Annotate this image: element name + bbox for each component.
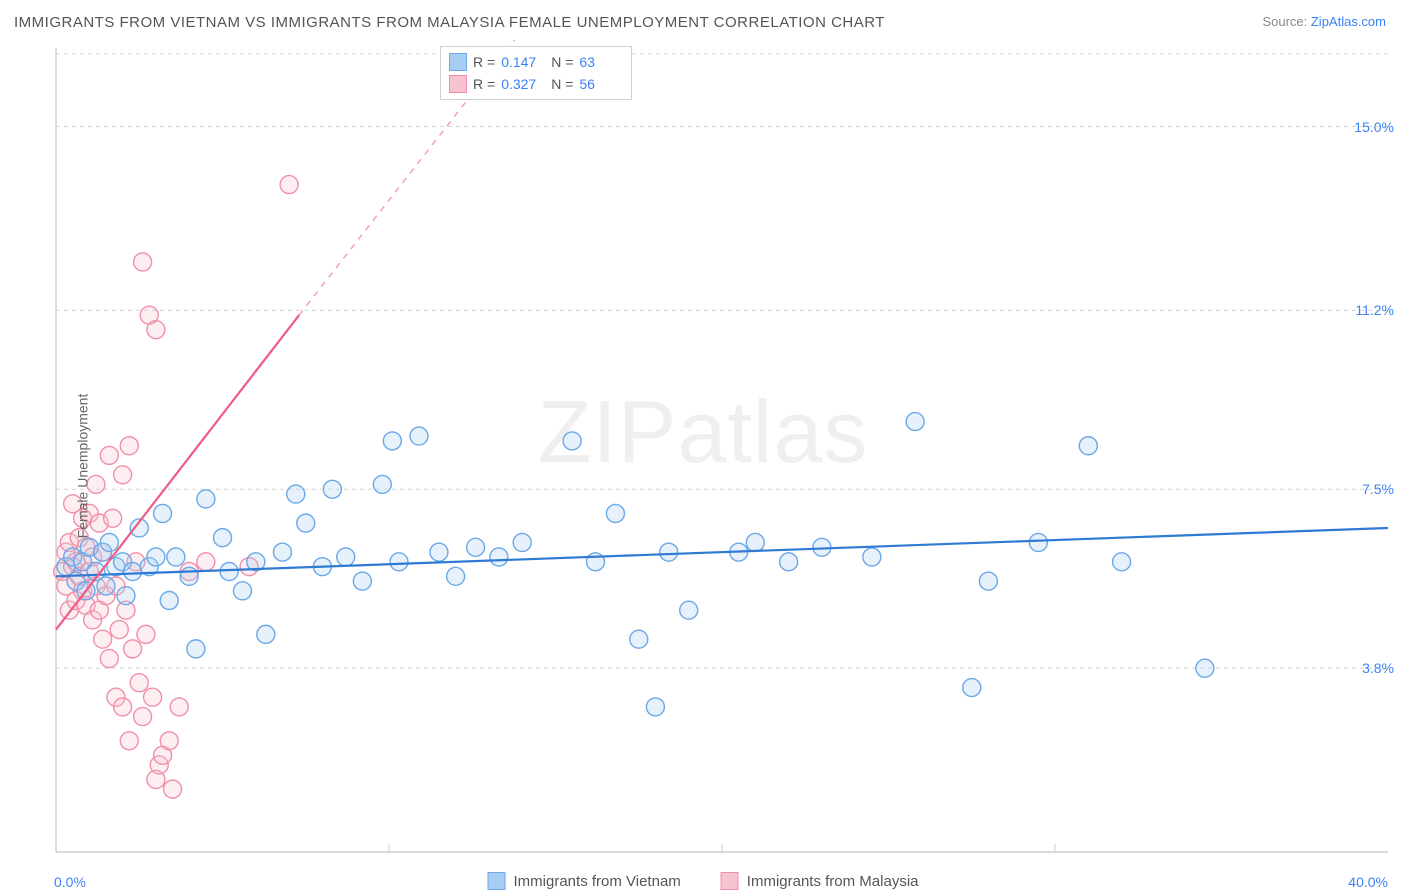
scatter-plot-svg (0, 40, 1406, 892)
source-prefix: Source: (1262, 14, 1310, 29)
legend-label-vietnam: Immigrants from Vietnam (514, 873, 681, 890)
legend-label-malaysia: Immigrants from Malaysia (747, 873, 919, 890)
n-value-malaysia: 56 (579, 76, 623, 92)
n-label: N = (551, 54, 573, 70)
series-legend: Immigrants from Vietnam Immigrants from … (488, 872, 919, 890)
stats-legend: R = 0.147 N = 63 R = 0.327 N = 56 (440, 46, 632, 100)
y-tick-label: 7.5% (1362, 481, 1394, 497)
x-axis-max-label: 40.0% (1348, 874, 1388, 890)
stats-row-vietnam: R = 0.147 N = 63 (449, 51, 623, 73)
source-attribution: Source: ZipAtlas.com (1262, 14, 1386, 29)
n-value-vietnam: 63 (579, 54, 623, 70)
x-axis-min-label: 0.0% (54, 874, 86, 890)
swatch-malaysia (449, 75, 467, 93)
legend-item-malaysia: Immigrants from Malaysia (721, 872, 919, 890)
y-tick-label: 15.0% (1354, 119, 1394, 135)
y-tick-label: 3.8% (1362, 660, 1394, 676)
swatch-malaysia (721, 872, 739, 890)
chart-area: Female Unemployment ZIPatlas R = 0.147 N… (0, 40, 1406, 892)
legend-item-vietnam: Immigrants from Vietnam (488, 872, 681, 890)
source-link[interactable]: ZipAtlas.com (1311, 14, 1386, 29)
swatch-vietnam (488, 872, 506, 890)
y-tick-label: 11.2% (1355, 302, 1394, 318)
chart-title: IMMIGRANTS FROM VIETNAM VS IMMIGRANTS FR… (14, 14, 885, 31)
y-axis-label: Female Unemployment (74, 394, 90, 539)
swatch-vietnam (449, 53, 467, 71)
stats-row-malaysia: R = 0.327 N = 56 (449, 73, 623, 95)
r-label: R = (473, 76, 495, 92)
r-value-malaysia: 0.327 (501, 76, 545, 92)
r-label: R = (473, 54, 495, 70)
n-label: N = (551, 76, 573, 92)
r-value-vietnam: 0.147 (501, 54, 545, 70)
